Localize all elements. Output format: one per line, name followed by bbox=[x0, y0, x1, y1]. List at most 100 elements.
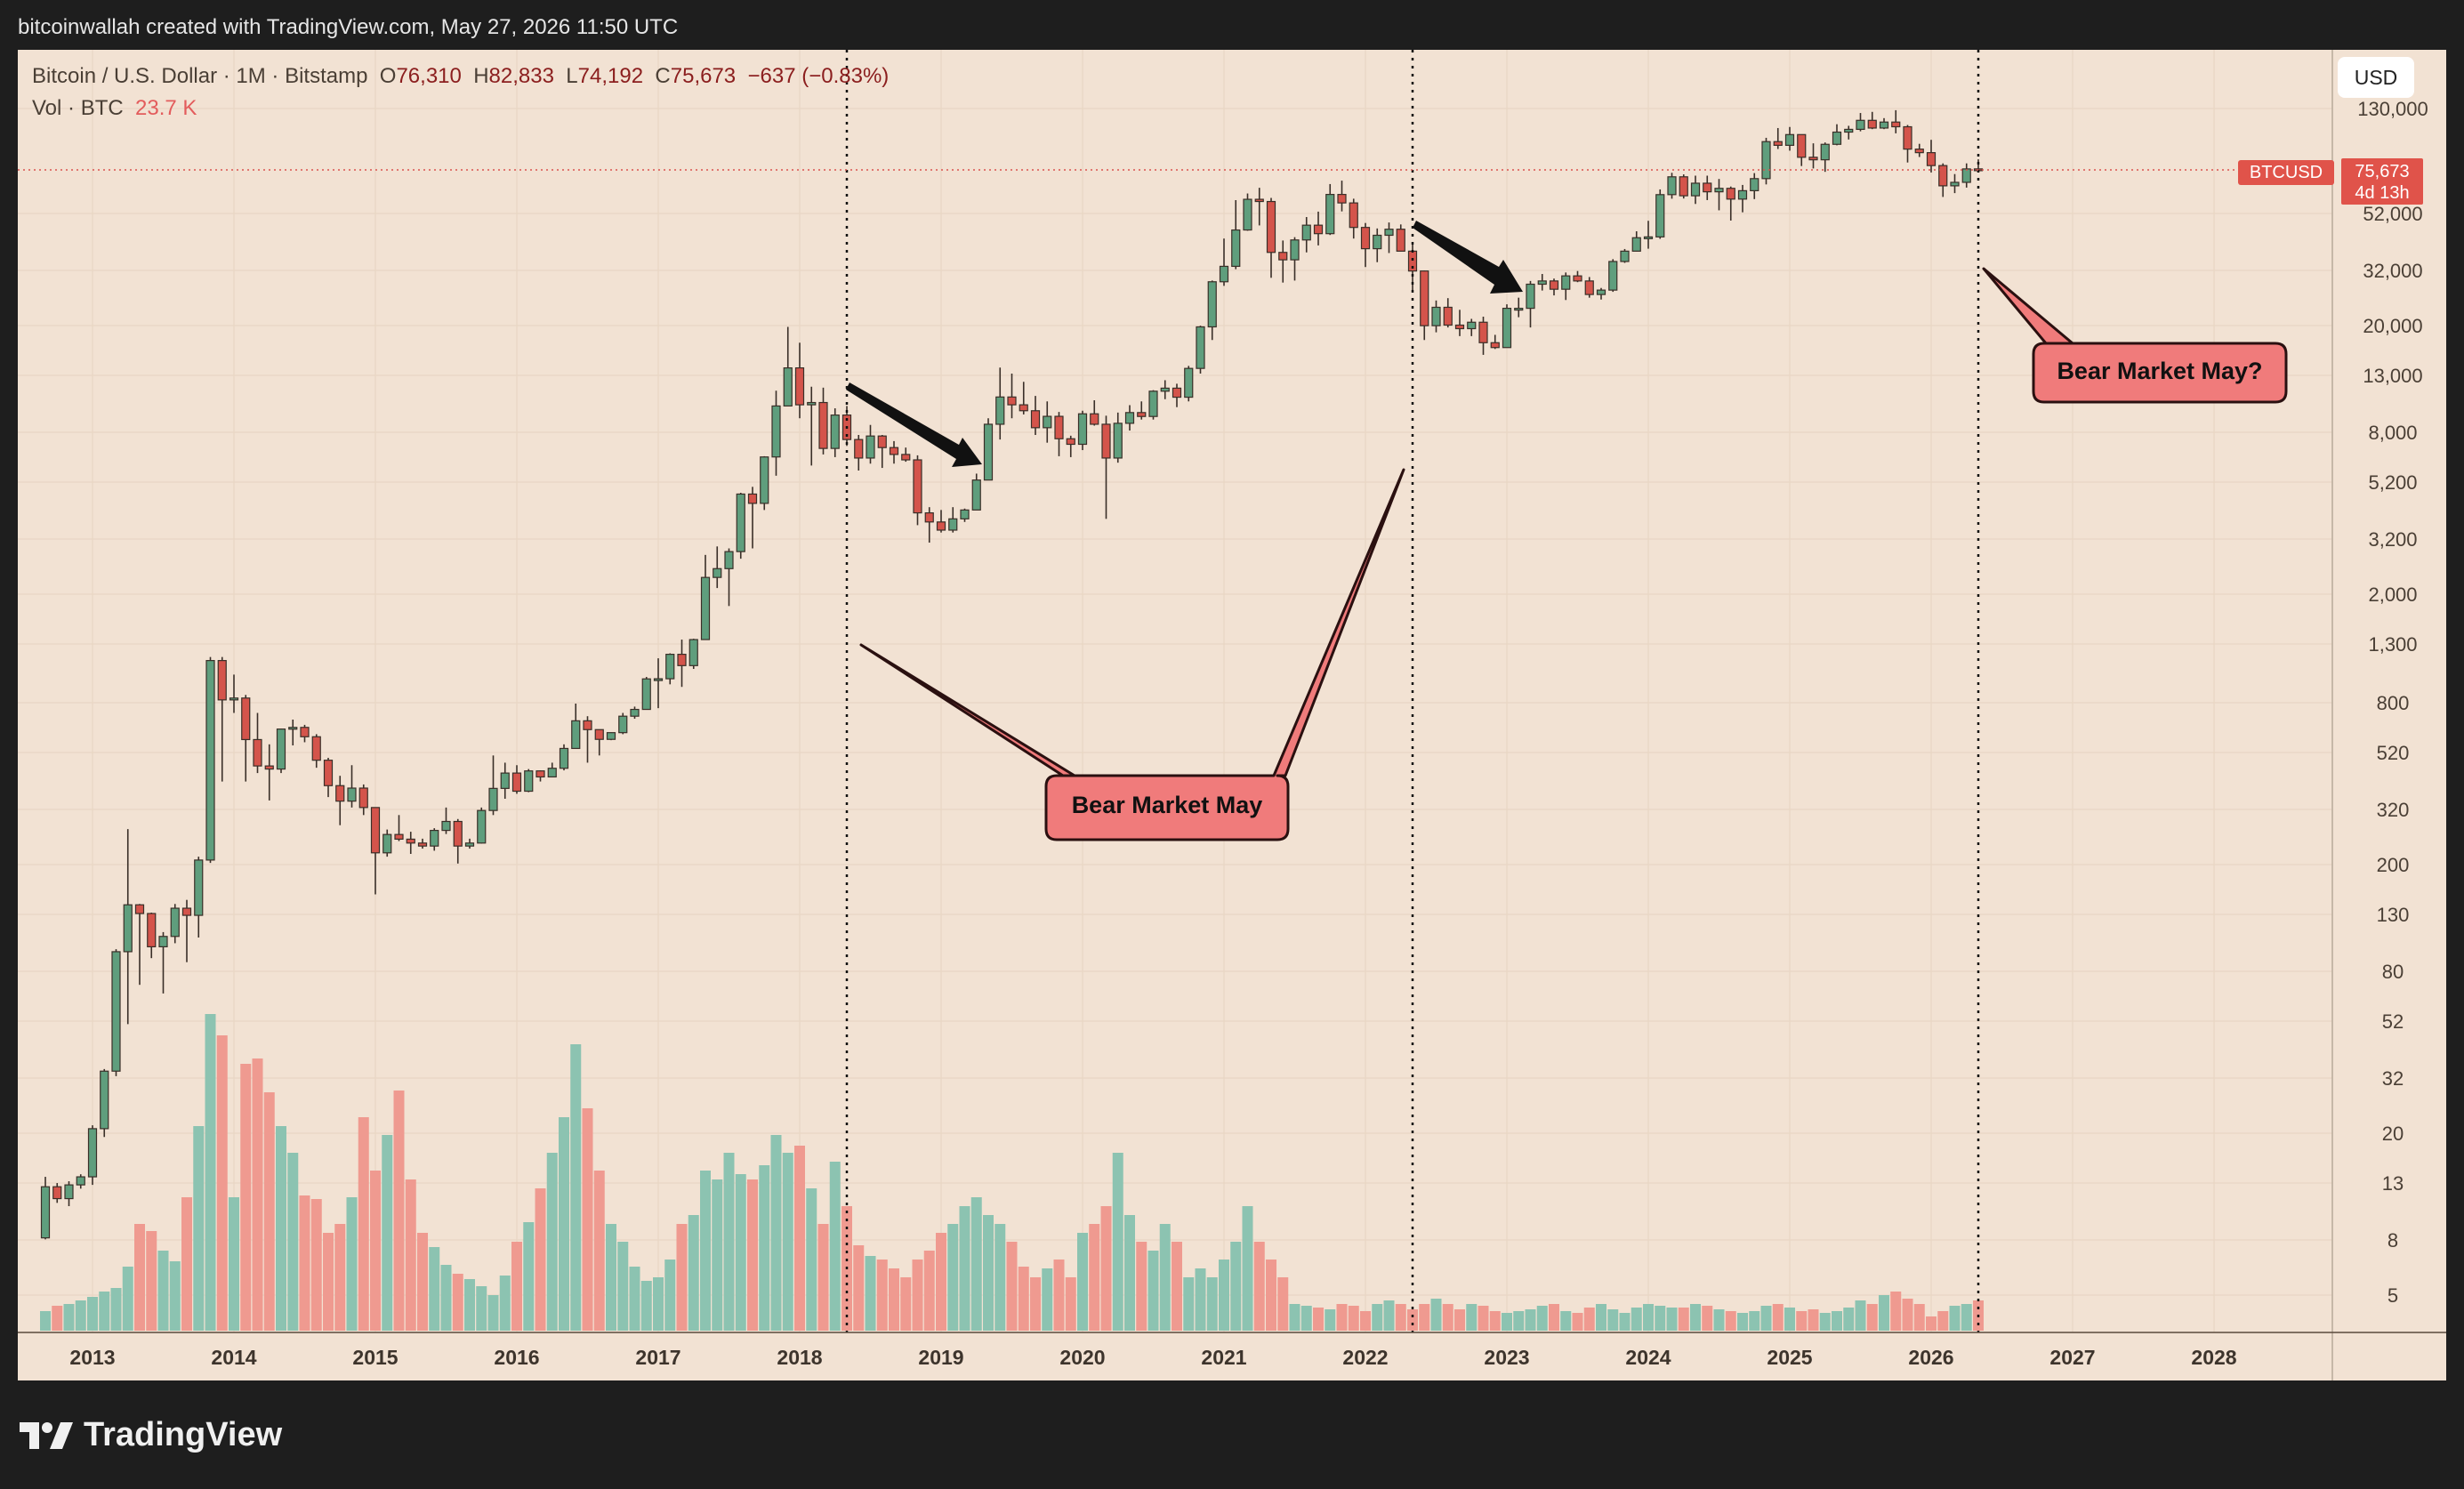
volume-bar bbox=[1772, 1304, 1784, 1331]
volume-bar bbox=[1713, 1309, 1725, 1331]
volume-bar bbox=[759, 1165, 770, 1331]
candle-body bbox=[736, 493, 745, 552]
price-tick-label: 8 bbox=[2388, 1229, 2398, 1252]
candle-body bbox=[1030, 410, 1041, 429]
volume-bar bbox=[1855, 1300, 1866, 1331]
candle-body bbox=[641, 678, 651, 711]
price-tick-label: 1,300 bbox=[2368, 633, 2417, 656]
high-label: H bbox=[473, 64, 489, 88]
volume-bar bbox=[559, 1117, 569, 1331]
time-axis: 2013 2014 2015 2016 2017 2018 2019 2020 2021 2022… bbox=[69, 1346, 2236, 1369]
candle-body bbox=[1514, 308, 1524, 311]
volume-bar bbox=[1242, 1206, 1253, 1331]
candle-body bbox=[1549, 280, 1559, 290]
candle-body bbox=[524, 770, 534, 793]
candle-body bbox=[170, 907, 180, 938]
volume-bar bbox=[1442, 1304, 1453, 1331]
volume-bar bbox=[1006, 1242, 1018, 1331]
low-value: 74,192 bbox=[577, 64, 644, 88]
candle-body bbox=[1643, 236, 1654, 239]
volume-bar bbox=[1619, 1313, 1631, 1331]
time-tick-label: 2020 bbox=[1059, 1346, 1105, 1369]
candle-body bbox=[771, 405, 781, 458]
candle-body bbox=[1950, 181, 1960, 187]
candle-body bbox=[1113, 423, 1123, 459]
volume-bar bbox=[770, 1135, 782, 1331]
candle-body bbox=[1655, 194, 1665, 237]
volume-line: Vol · BTC 23.7 K bbox=[32, 93, 889, 125]
candle-body bbox=[1325, 193, 1335, 235]
candle-body bbox=[264, 765, 274, 770]
volume-bar bbox=[865, 1256, 876, 1331]
candle-body bbox=[323, 760, 334, 786]
candle-body bbox=[971, 479, 981, 511]
candles bbox=[40, 109, 1984, 1240]
high-value: 82,833 bbox=[488, 64, 554, 88]
volume-bar bbox=[1395, 1304, 1406, 1331]
candle-body bbox=[40, 1186, 51, 1239]
candle-body bbox=[205, 660, 215, 861]
price-tick-label: 32,000 bbox=[2363, 260, 2422, 282]
tradingview-logo[interactable]: TradingView bbox=[20, 1416, 282, 1454]
volume-bar bbox=[1172, 1242, 1182, 1331]
volume-bar bbox=[653, 1277, 664, 1331]
volume-bar bbox=[169, 1261, 181, 1331]
volume-bar bbox=[1230, 1242, 1242, 1331]
volume-bar bbox=[1360, 1311, 1371, 1331]
volume-bar bbox=[1678, 1308, 1689, 1331]
volume-bar bbox=[240, 1064, 252, 1331]
volume-bar bbox=[1949, 1306, 1961, 1331]
candle-body bbox=[583, 720, 592, 730]
volume-bar bbox=[723, 1153, 735, 1331]
candle-body bbox=[1124, 412, 1135, 424]
candle-body bbox=[724, 551, 734, 569]
volume-label: Vol · BTC bbox=[32, 96, 124, 120]
candle-body bbox=[488, 787, 498, 811]
volume-bar bbox=[370, 1171, 381, 1331]
volume-bar bbox=[464, 1279, 475, 1331]
time-tick-label: 2014 bbox=[211, 1346, 256, 1369]
candle-body bbox=[335, 785, 345, 802]
candle-body bbox=[1737, 189, 1748, 200]
time-tick-label: 2027 bbox=[2049, 1346, 2095, 1369]
candle-body bbox=[995, 396, 1005, 425]
candle-body bbox=[229, 697, 239, 701]
volume-bar bbox=[499, 1276, 511, 1331]
volume-bar bbox=[1737, 1313, 1748, 1331]
volume-bar bbox=[1513, 1311, 1525, 1331]
volume-value: 23.7 K bbox=[135, 96, 197, 120]
candle-body bbox=[1431, 306, 1441, 326]
candle-body bbox=[1160, 387, 1170, 392]
chart-grid bbox=[18, 50, 2332, 1332]
candle-body bbox=[1384, 229, 1394, 237]
volume-bar bbox=[947, 1224, 959, 1331]
time-tick-label: 2021 bbox=[1201, 1346, 1246, 1369]
candle-body bbox=[1750, 178, 1759, 191]
volume-bar bbox=[229, 1197, 239, 1331]
volume-bar bbox=[263, 1092, 275, 1331]
candle-body bbox=[1196, 326, 1205, 369]
candle-body bbox=[1844, 128, 1854, 133]
candle-body bbox=[453, 820, 463, 847]
open-value: 76,310 bbox=[396, 64, 462, 88]
volume-bar bbox=[1655, 1306, 1666, 1331]
volume-bar bbox=[134, 1224, 145, 1331]
volume-bar bbox=[1219, 1260, 1229, 1331]
time-tick-label: 2022 bbox=[1342, 1346, 1388, 1369]
candle-body bbox=[1903, 125, 1912, 150]
currency-button[interactable]: USD bbox=[2338, 57, 2414, 98]
volume-bar bbox=[429, 1247, 440, 1331]
candle-body bbox=[52, 1186, 62, 1200]
volume-bar bbox=[1560, 1311, 1572, 1331]
volume-bar bbox=[1478, 1306, 1489, 1331]
candle-body bbox=[1761, 141, 1771, 180]
candle-body bbox=[417, 842, 428, 847]
candle-body bbox=[665, 653, 675, 680]
time-tick-label: 2025 bbox=[1767, 1346, 1812, 1369]
volume-bar bbox=[1100, 1206, 1112, 1331]
volume-bar bbox=[417, 1233, 428, 1331]
volume-bar bbox=[640, 1281, 652, 1331]
price-tick-label: 13 bbox=[2382, 1172, 2404, 1195]
volume-bar bbox=[205, 1014, 216, 1331]
